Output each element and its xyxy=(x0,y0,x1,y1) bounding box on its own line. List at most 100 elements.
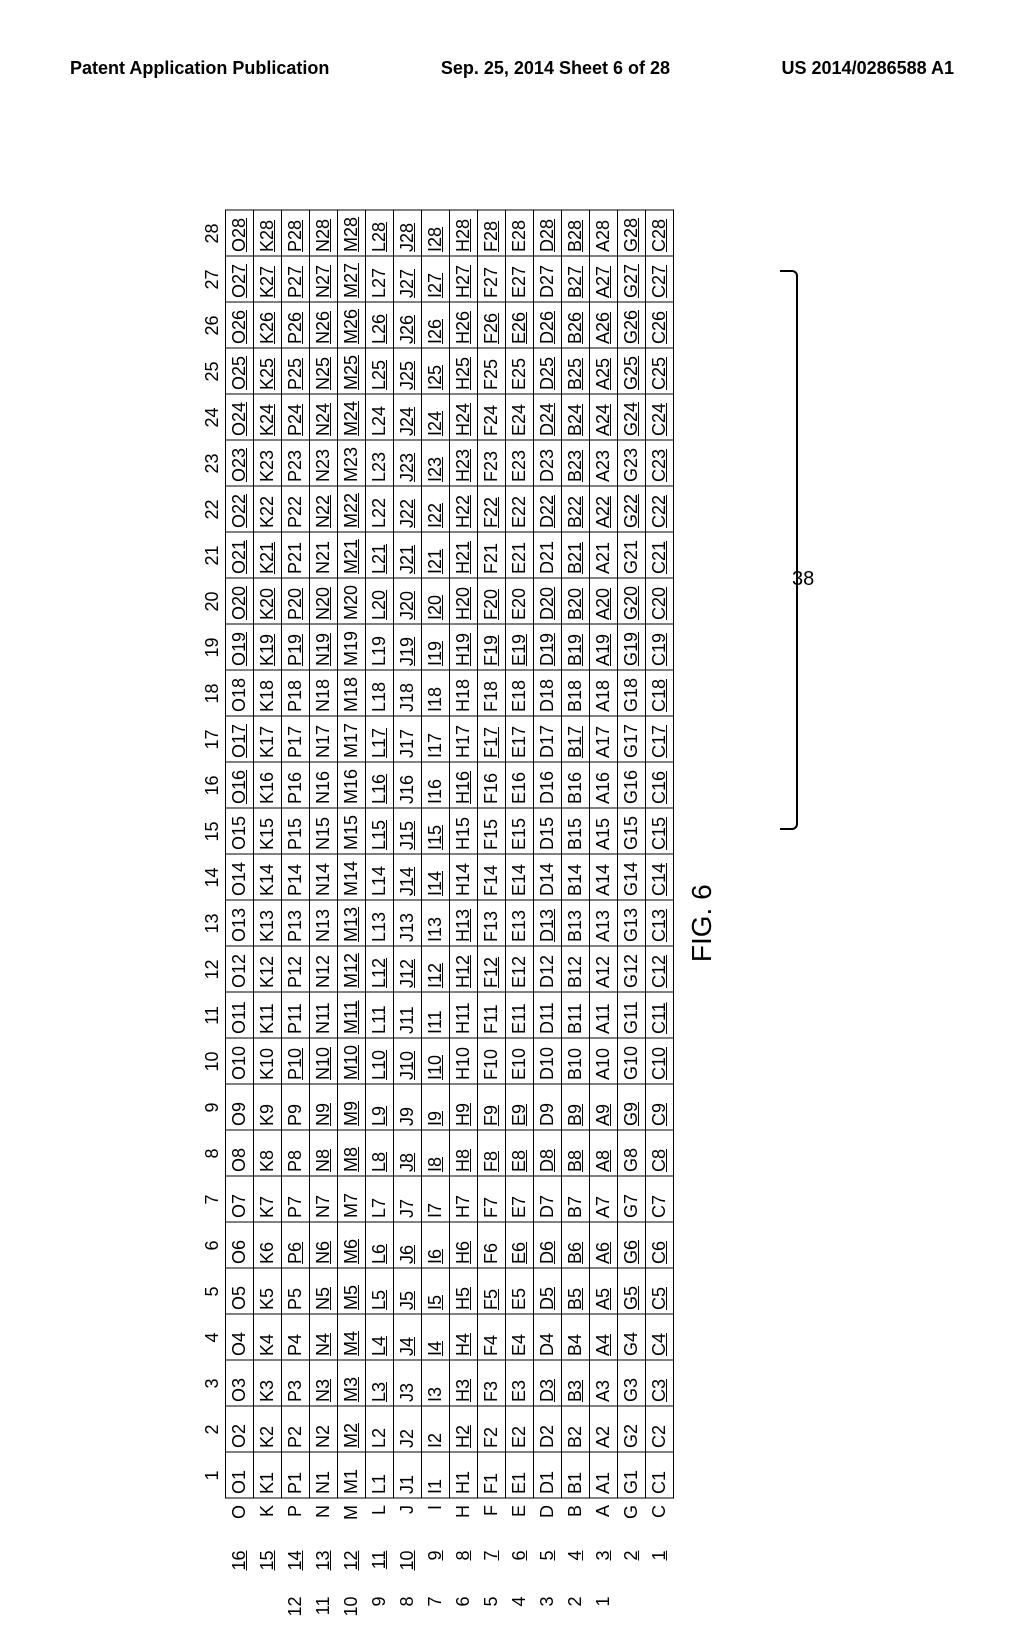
cell-E22: E22 xyxy=(506,487,534,533)
row-num-8: 8 xyxy=(450,1545,478,1591)
cell-B15: B15 xyxy=(562,809,590,855)
col-header-28: 28 xyxy=(200,211,226,257)
cell-B8: B8 xyxy=(562,1131,590,1177)
cell-N21: N21 xyxy=(310,533,338,579)
cell-B1: B1 xyxy=(562,1453,590,1499)
cell-O16: O16 xyxy=(226,763,254,809)
header-center: Sep. 25, 2014 Sheet 6 of 28 xyxy=(441,58,670,79)
cell-E6: E6 xyxy=(506,1223,534,1269)
cell-L6: L6 xyxy=(366,1223,394,1269)
col-header-6: 6 xyxy=(200,1223,226,1269)
col-header-19: 19 xyxy=(200,625,226,671)
page-header: Patent Application Publication Sep. 25, … xyxy=(0,58,1024,79)
cell-P3: P3 xyxy=(282,1361,310,1407)
row-num-15: 15 xyxy=(254,1545,282,1591)
cell-F3: F3 xyxy=(478,1361,506,1407)
cell-L12: L12 xyxy=(366,947,394,993)
cell-E5: E5 xyxy=(506,1269,534,1315)
cell-D14: D14 xyxy=(534,855,562,901)
cell-D7: D7 xyxy=(534,1177,562,1223)
cell-P18: P18 xyxy=(282,671,310,717)
cell-P9: P9 xyxy=(282,1085,310,1131)
cell-A23: A23 xyxy=(590,441,618,487)
cell-G17: G17 xyxy=(618,717,646,763)
cell-E13: E13 xyxy=(506,901,534,947)
cell-K10: K10 xyxy=(254,1039,282,1085)
cell-H11: H11 xyxy=(450,993,478,1039)
cell-I25: I25 xyxy=(422,349,450,395)
cell-I13: I13 xyxy=(422,901,450,947)
cell-M15: M15 xyxy=(338,809,366,855)
row-letter-P: P xyxy=(282,1499,310,1545)
cell-G11: G11 xyxy=(618,993,646,1039)
cell-I7: I7 xyxy=(422,1177,450,1223)
cell-G28: G28 xyxy=(618,211,646,257)
cell-O11: O11 xyxy=(226,993,254,1039)
cell-A4: A4 xyxy=(590,1315,618,1361)
header-spacer xyxy=(200,1545,226,1591)
cell-P13: P13 xyxy=(282,901,310,947)
cell-J15: J15 xyxy=(394,809,422,855)
cell-O6: O6 xyxy=(226,1223,254,1269)
cell-G5: G5 xyxy=(618,1269,646,1315)
cell-C25: C25 xyxy=(646,349,674,395)
cell-K19: K19 xyxy=(254,625,282,671)
cell-H23: H23 xyxy=(450,441,478,487)
cell-G4: G4 xyxy=(618,1315,646,1361)
cell-L3: L3 xyxy=(366,1361,394,1407)
col-header-24: 24 xyxy=(200,395,226,441)
row-letter-E: E xyxy=(506,1499,534,1545)
cell-C3: C3 xyxy=(646,1361,674,1407)
cell-O12: O12 xyxy=(226,947,254,993)
cell-B28: B28 xyxy=(562,211,590,257)
cell-A7: A7 xyxy=(590,1177,618,1223)
cell-P6: P6 xyxy=(282,1223,310,1269)
cell-B14: B14 xyxy=(562,855,590,901)
cell-C23: C23 xyxy=(646,441,674,487)
cell-I1: I1 xyxy=(422,1453,450,1499)
row-index-4: 10 xyxy=(338,1591,366,1637)
cell-E15: E15 xyxy=(506,809,534,855)
cell-N14: N14 xyxy=(310,855,338,901)
cell-I6: I6 xyxy=(422,1223,450,1269)
cell-N11: N11 xyxy=(310,993,338,1039)
cell-F28: F28 xyxy=(478,211,506,257)
cell-A16: A16 xyxy=(590,763,618,809)
cell-E8: E8 xyxy=(506,1131,534,1177)
cell-D10: D10 xyxy=(534,1039,562,1085)
cell-D9: D9 xyxy=(534,1085,562,1131)
cell-J23: J23 xyxy=(394,441,422,487)
cell-P20: P20 xyxy=(282,579,310,625)
cell-B18: B18 xyxy=(562,671,590,717)
cell-P23: P23 xyxy=(282,441,310,487)
cell-E7: E7 xyxy=(506,1177,534,1223)
cell-C19: C19 xyxy=(646,625,674,671)
cell-L23: L23 xyxy=(366,441,394,487)
col-header-15: 15 xyxy=(200,809,226,855)
cell-J3: J3 xyxy=(394,1361,422,1407)
cell-H24: H24 xyxy=(450,395,478,441)
cell-D20: D20 xyxy=(534,579,562,625)
cell-F22: F22 xyxy=(478,487,506,533)
cell-B24: B24 xyxy=(562,395,590,441)
figure-6-wrap: 1234567891011121314151617181920212223242… xyxy=(200,210,718,1637)
row-M: 1012MM1M2M3M4M5M6M7M8M9M10M11M12M13M14M1… xyxy=(338,211,366,1637)
cell-P5: P5 xyxy=(282,1269,310,1315)
col-header-8: 8 xyxy=(200,1131,226,1177)
cell-N18: N18 xyxy=(310,671,338,717)
cell-K26: K26 xyxy=(254,303,282,349)
cell-N4: N4 xyxy=(310,1315,338,1361)
cell-F27: F27 xyxy=(478,257,506,303)
col-header-11: 11 xyxy=(200,993,226,1039)
cell-K6: K6 xyxy=(254,1223,282,1269)
cell-J5: J5 xyxy=(394,1269,422,1315)
cell-H9: H9 xyxy=(450,1085,478,1131)
cell-N28: N28 xyxy=(310,211,338,257)
row-D: 35DD1D2D3D4D5D6D7D8D9D10D11D12D13D14D15D… xyxy=(534,211,562,1637)
cell-C15: C15 xyxy=(646,809,674,855)
cell-G15: G15 xyxy=(618,809,646,855)
cell-F11: F11 xyxy=(478,993,506,1039)
cell-G10: G10 xyxy=(618,1039,646,1085)
cell-J8: J8 xyxy=(394,1131,422,1177)
cell-G21: G21 xyxy=(618,533,646,579)
